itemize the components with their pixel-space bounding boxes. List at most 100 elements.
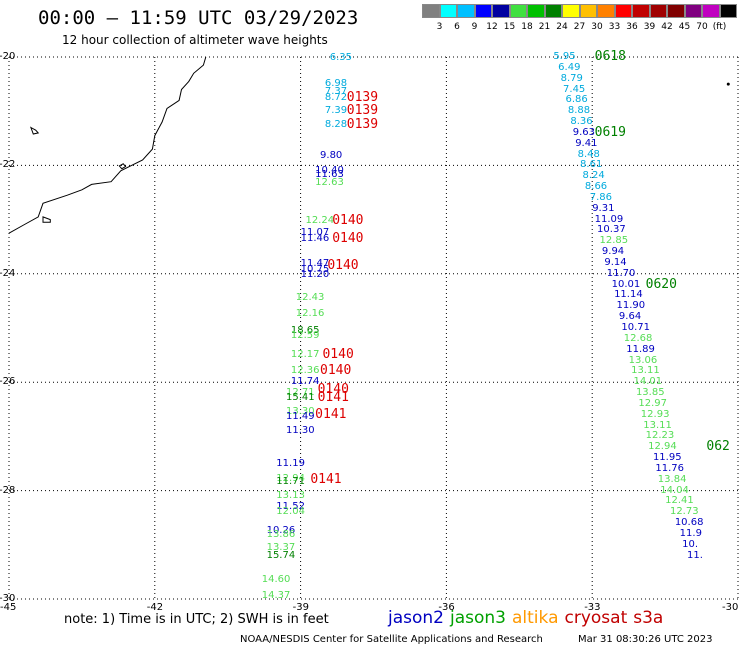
wave-height-value: 11.90 [616,300,646,312]
wave-height-value: 9.41 [575,137,598,149]
wave-height-value: 14.01 [633,376,663,388]
colorbar-swatch [614,4,632,18]
colorbar-swatch [439,4,457,18]
wave-height-value: 12.36 [290,365,320,377]
wave-height-value: 7.86 [589,191,613,203]
colorbar-label: 70 [696,22,708,32]
wave-height-value: 15.74 [266,549,296,561]
wave-height-value: 10.40 [315,164,344,176]
colorbar-swatch [632,4,650,18]
wave-height-value: 8.48 [577,148,600,160]
wave-height-value: 13.86 [266,529,296,541]
wave-height-value: 12.43 [295,292,325,304]
colorbar-label: 3 [436,22,443,32]
wave-height-value: 11.19 [276,457,305,469]
lon-tick-label: -30 [722,602,739,613]
wave-height-value: 8.28 [324,118,348,130]
wave-height-value: 11.9 [679,527,702,539]
wave-height-value: 12.17 [290,349,320,361]
wave-height-value: 12.73 [669,506,699,518]
wave-height-value: 12.59 [290,330,320,342]
wave-height-value: 8.36 [570,116,593,128]
colorbar-label: 33 [608,22,621,32]
wave-height-value: 8.24 [582,170,605,182]
wave-height-value: 12.97 [638,397,667,409]
wave-height-value: 12.04 [276,506,305,518]
colorbar-label: 27 [573,22,586,32]
pass-time-label: 0140 [332,230,364,246]
wave-height-value: 12.94 [276,472,305,484]
wave-height-value: 12.94 [648,441,677,453]
wave-height-value: 10.37 [597,224,626,236]
wave-height-value: 8.72 [324,91,348,103]
legend-note: note: 1) Time is in UTC; 2) SWH is in fe… [64,612,329,627]
wave-height-value: 12.85 [599,235,629,247]
pass-time-label: 0140 [320,363,352,379]
wave-height-value: 6.49 [558,61,581,73]
wave-height-value: 12.24 [305,215,335,227]
colorbar-label: 45 [678,22,691,32]
satellite-legend-cryosat: cryosat [564,608,628,628]
wave-height-value: 10.68 [674,517,704,529]
lon-tick-label: -39 [292,602,309,613]
wave-height-value: 7.37 [324,86,348,98]
colorbar-swatch [527,4,545,18]
wave-height-value: 11.89 [626,343,655,355]
pass-time-label: 0141 [317,390,349,406]
wave-height-value: 9.14 [604,256,627,268]
wave-height-value: 8.88 [567,105,591,117]
wave-height-value: 9.94 [601,246,625,258]
satellite-legend-altika: altika [512,608,559,628]
pass-time-label: 0619 [594,124,626,140]
wave-height-value: 14.37 [261,590,291,602]
wave-height-value: 11. [686,549,703,561]
footer-timestamp: Mar 31 08:30:26 UTC 2023 [578,634,713,645]
colorbar-swatch [649,4,667,18]
lat-tick-label: -22 [0,159,16,171]
wave-height-value: 15.41 [286,392,315,404]
wave-height-value: 5.95 [553,51,576,62]
colorbar-swatch [684,4,702,18]
wave-height-value: 13.85 [635,387,665,399]
wave-height-value: 11.47 [300,258,330,270]
pass-time-label: 0140 [327,257,359,273]
colorbar-label: 42 [661,22,673,32]
wave-height-value: 11.20 [300,269,330,281]
wave-height-value: 12.23 [645,430,675,442]
pass-time-label: 0618 [594,49,626,64]
wave-height-value: 7.45 [563,83,586,95]
wave-height-value: 9.31 [592,202,615,214]
pass-time-label: 0139 [346,89,379,105]
wave-height-value: 12.93 [640,408,670,420]
wave-height-value: 10.71 [621,322,650,333]
colorbar-swatch [457,4,475,18]
lat-tick-label: -24 [0,267,16,279]
colorbar-swatch [509,4,527,18]
island [29,126,40,135]
colorbar-label: (ft) [712,22,727,32]
lat-tick-label: -28 [0,484,16,496]
colorbar-swatch [702,4,720,18]
pass-time-label: 0140 [332,213,364,229]
pass-time-label: 0140 [317,382,349,398]
wave-height-value: 10. [682,538,699,550]
colorbar-label: 6 [454,22,460,32]
wave-height-value: 11.74 [290,376,320,388]
wave-height-value: 12.63 [315,177,344,189]
wave-height-value: 9.64 [618,311,642,323]
wave-height-value: 11.09 [594,213,624,225]
satellite-legend: jason2 jason3 altika cryosat s3a [388,608,669,628]
colorbar-label: 36 [626,22,638,32]
pass-time-label: 0141 [310,471,342,487]
pass-time-label: 062 [706,439,730,455]
wave-height-value: 6.98 [324,78,348,90]
colorbar-label: 30 [591,22,603,32]
pass-time-label: 0139 [346,103,379,119]
wave-height-value: 8.79 [560,72,583,84]
colorbar-swatch [422,4,440,18]
wave-height-value: 18.65 [290,324,320,336]
lon-tick-label: -45 [0,602,17,613]
colorbar-swatch [579,4,597,18]
page-subtitle: 12 hour collection of altimeter wave hei… [62,33,328,47]
